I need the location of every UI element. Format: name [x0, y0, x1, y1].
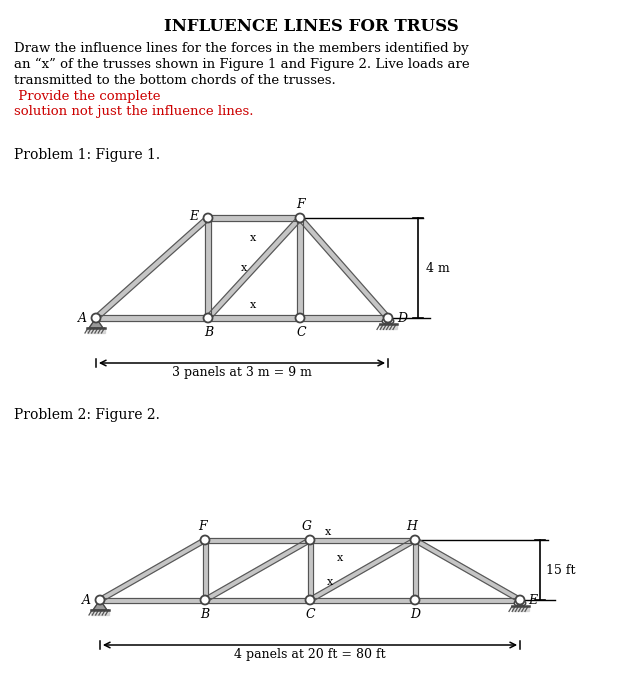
Polygon shape: [298, 216, 390, 320]
Circle shape: [201, 596, 209, 605]
Text: D: D: [410, 608, 420, 620]
Text: x: x: [250, 300, 256, 310]
Polygon shape: [511, 606, 528, 611]
Polygon shape: [94, 216, 210, 320]
Text: 4 panels at 20 ft = 80 ft: 4 panels at 20 ft = 80 ft: [234, 648, 386, 661]
Polygon shape: [300, 315, 388, 321]
Circle shape: [295, 314, 305, 323]
Polygon shape: [415, 598, 520, 603]
Circle shape: [201, 536, 209, 545]
Circle shape: [389, 319, 394, 323]
Polygon shape: [204, 538, 312, 602]
Text: D: D: [397, 312, 407, 326]
Text: C: C: [296, 326, 306, 339]
Text: Problem 1: Figure 1.: Problem 1: Figure 1.: [14, 148, 160, 162]
Circle shape: [204, 214, 212, 223]
Circle shape: [204, 314, 212, 323]
Text: B: B: [204, 326, 214, 339]
Polygon shape: [96, 315, 208, 321]
Text: x: x: [337, 553, 343, 563]
Circle shape: [515, 596, 525, 605]
Circle shape: [305, 536, 315, 545]
Polygon shape: [309, 538, 416, 602]
Text: B: B: [201, 608, 209, 620]
Text: F: F: [197, 521, 206, 533]
Polygon shape: [100, 598, 205, 603]
Polygon shape: [308, 540, 313, 600]
Text: x: x: [325, 527, 331, 537]
Text: x: x: [241, 263, 247, 273]
Circle shape: [295, 214, 305, 223]
Text: 4 m: 4 m: [426, 262, 450, 274]
Polygon shape: [206, 216, 302, 320]
Text: 15 ft: 15 ft: [546, 564, 576, 577]
Polygon shape: [379, 324, 396, 330]
Text: 3 panels at 3 m = 9 m: 3 panels at 3 m = 9 m: [172, 366, 312, 379]
Text: Draw the influence lines for the forces in the members identified by: Draw the influence lines for the forces …: [14, 42, 468, 55]
Text: Provide the complete
solution not just the influence lines.: Provide the complete solution not just t…: [14, 90, 254, 118]
Polygon shape: [310, 538, 415, 542]
Polygon shape: [412, 540, 417, 600]
Circle shape: [383, 319, 387, 323]
Polygon shape: [202, 540, 207, 600]
Circle shape: [305, 596, 315, 605]
Polygon shape: [205, 218, 211, 318]
Text: x: x: [250, 233, 256, 243]
Text: an “x” of the trusses shown in Figure 1 and Figure 2. Live loads are: an “x” of the trusses shown in Figure 1 …: [14, 58, 470, 71]
Polygon shape: [297, 218, 303, 318]
Circle shape: [411, 536, 419, 545]
Circle shape: [92, 314, 100, 323]
Text: A: A: [82, 594, 90, 606]
Circle shape: [521, 601, 526, 606]
Text: H: H: [407, 521, 417, 533]
Polygon shape: [99, 538, 206, 602]
Circle shape: [411, 596, 419, 605]
Text: transmitted to the bottom chords of the trusses.: transmitted to the bottom chords of the …: [14, 74, 336, 87]
Text: INFLUENCE LINES FOR TRUSS: INFLUENCE LINES FOR TRUSS: [164, 18, 459, 35]
Circle shape: [95, 596, 105, 605]
Text: Problem 2: Figure 2.: Problem 2: Figure 2.: [14, 408, 160, 422]
Polygon shape: [89, 318, 103, 328]
Text: F: F: [296, 197, 304, 211]
Polygon shape: [414, 538, 521, 602]
Circle shape: [384, 314, 392, 323]
Text: E: E: [528, 594, 538, 606]
Polygon shape: [310, 598, 415, 603]
Circle shape: [518, 601, 522, 606]
Text: G: G: [302, 521, 312, 533]
Polygon shape: [205, 538, 310, 542]
Text: x: x: [327, 577, 333, 587]
Circle shape: [515, 601, 519, 606]
Text: E: E: [189, 211, 199, 223]
Polygon shape: [87, 328, 105, 333]
Polygon shape: [93, 600, 107, 610]
Polygon shape: [205, 598, 310, 603]
Text: C: C: [305, 608, 315, 620]
Polygon shape: [208, 216, 300, 220]
Circle shape: [386, 319, 390, 323]
Polygon shape: [208, 315, 300, 321]
Text: A: A: [77, 312, 87, 326]
Polygon shape: [91, 610, 109, 615]
